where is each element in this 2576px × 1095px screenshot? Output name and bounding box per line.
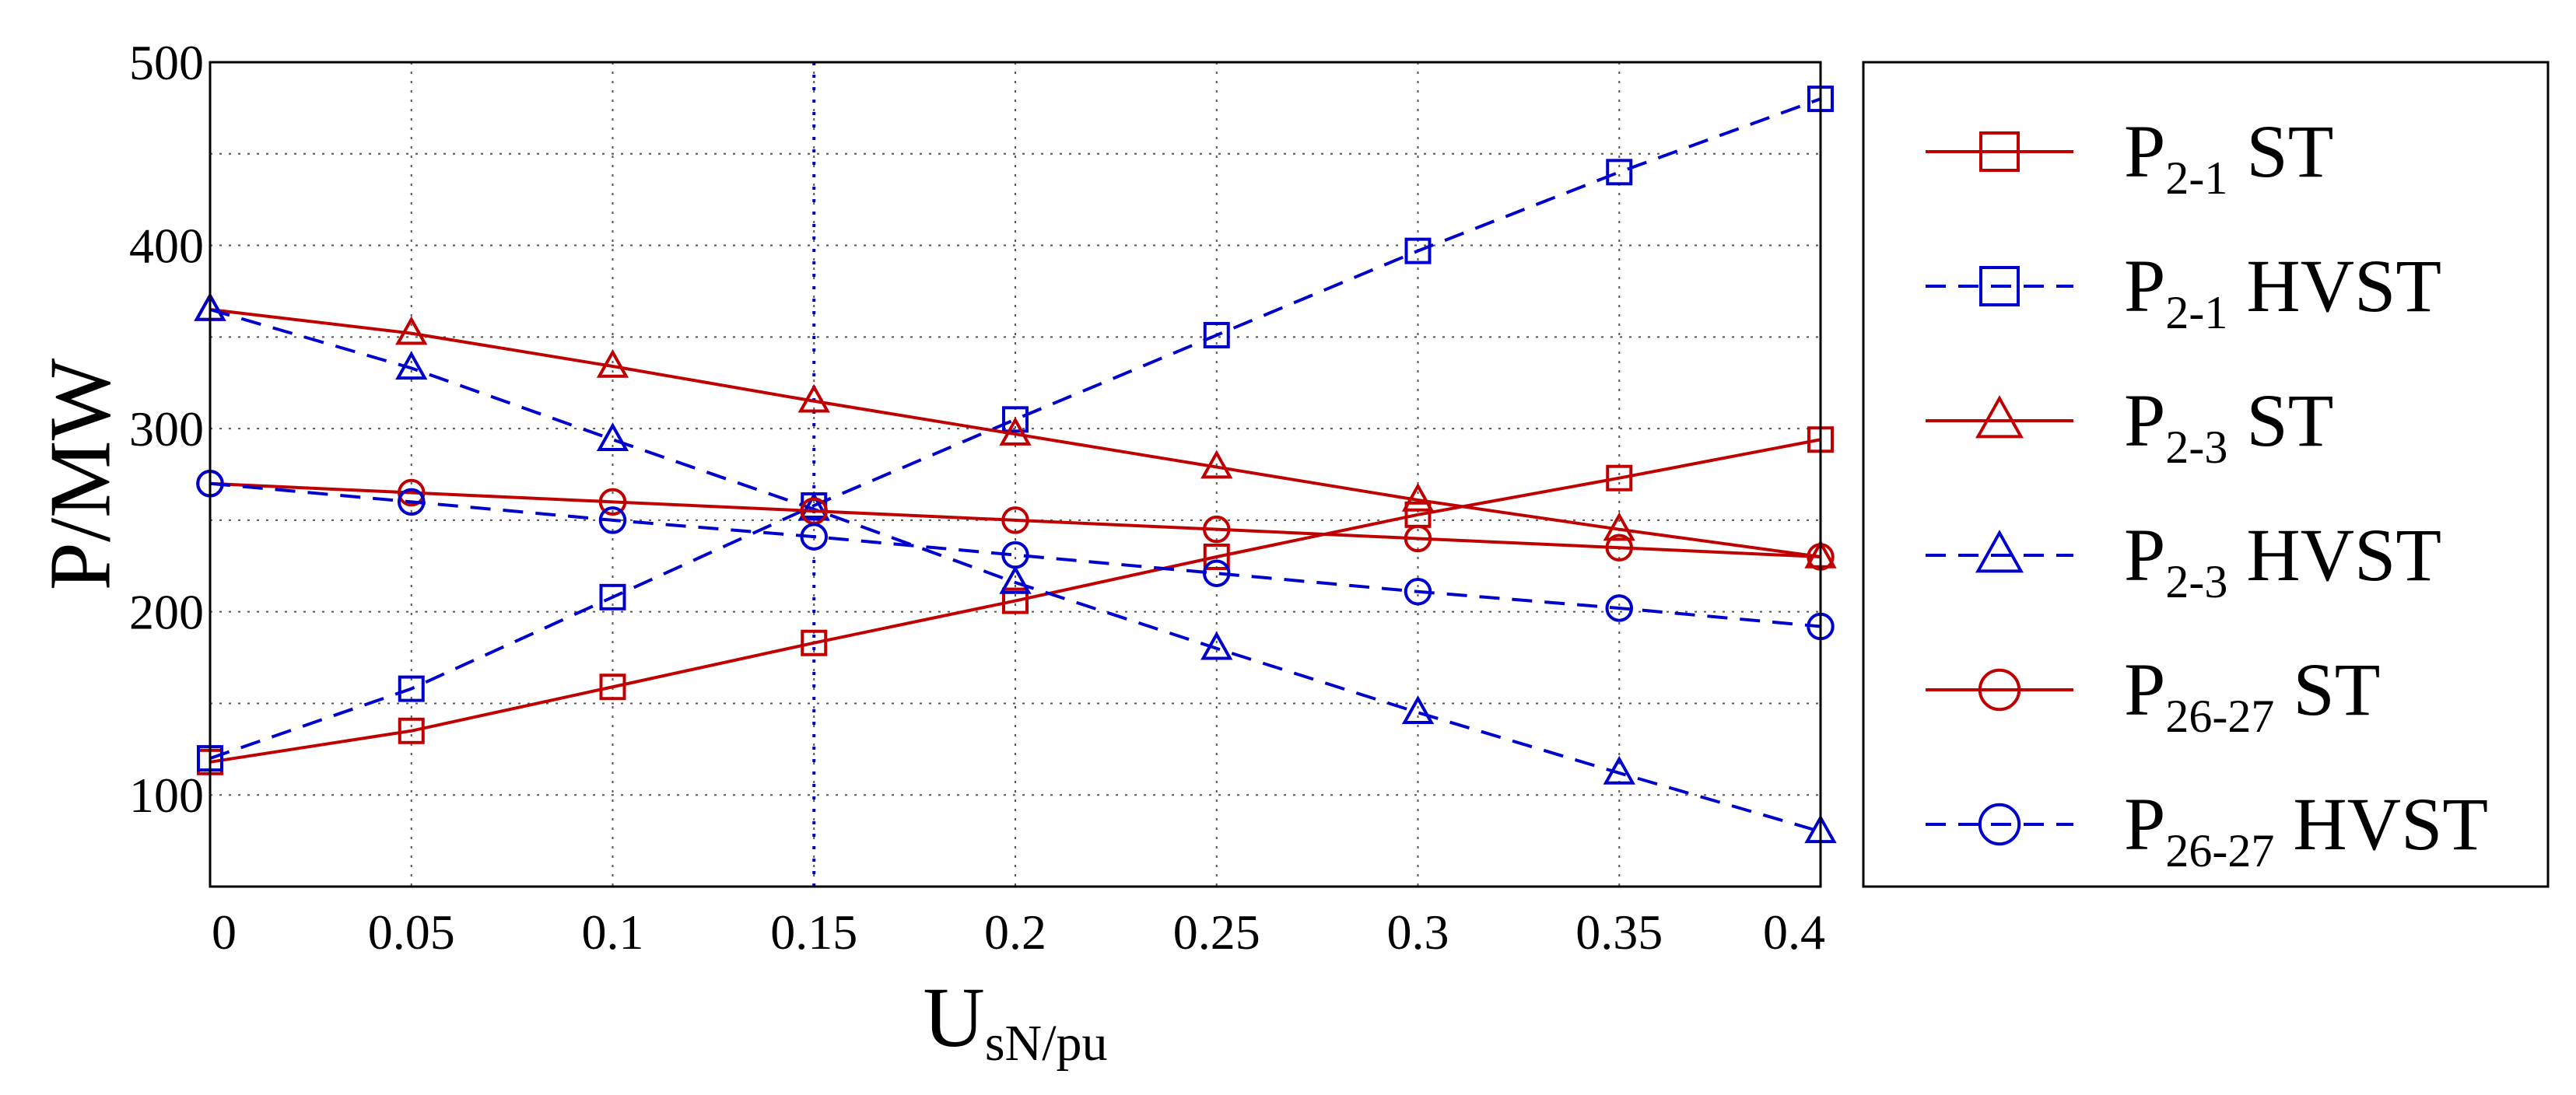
legend-label: P26-27 ST bbox=[2124, 648, 2380, 742]
legend-entry: P2-3 HVST bbox=[1926, 513, 2441, 607]
data-point bbox=[1404, 524, 1432, 553]
data-point bbox=[1203, 321, 1230, 348]
x-tick-label: 0.2 bbox=[984, 904, 1046, 960]
legend-marker bbox=[1975, 395, 2024, 439]
data-point bbox=[1002, 406, 1029, 433]
y-tick-label: 300 bbox=[129, 401, 204, 457]
legend-marker bbox=[1978, 668, 2021, 712]
data-point bbox=[598, 506, 627, 534]
legend-box bbox=[1862, 61, 2550, 888]
series-p26-27-hvst bbox=[196, 470, 1835, 641]
x-tick-label: 0 bbox=[212, 904, 237, 960]
data-point bbox=[1606, 464, 1633, 492]
data-point bbox=[1401, 695, 1435, 724]
series-line bbox=[209, 438, 1821, 764]
x-tick-label: 0.4 bbox=[1763, 904, 1825, 960]
legend-label: P2-1 HVST bbox=[2124, 244, 2441, 338]
legend-label: P26-27 HVST bbox=[2124, 782, 2488, 876]
data-point bbox=[395, 316, 428, 345]
data-point bbox=[1001, 541, 1029, 569]
x-axis-label-sub: sN/pu bbox=[985, 1015, 1108, 1072]
legend-marker bbox=[1979, 266, 2020, 306]
data-point bbox=[1200, 450, 1233, 479]
tick-labels: 100 200 300 400 500 0 0.05 0.1 0.15 0.2 0.25 0.3 0.3… bbox=[129, 35, 1825, 960]
data-point bbox=[797, 383, 830, 413]
data-point bbox=[800, 523, 828, 551]
data-point bbox=[1203, 559, 1231, 587]
legend-entry: P2-1 HVST bbox=[1926, 244, 2441, 338]
legend-entry: P2-3 ST bbox=[1926, 379, 2333, 473]
data-point bbox=[398, 675, 425, 702]
data-point bbox=[1605, 594, 1633, 622]
legend-label: P2-3 HVST bbox=[2124, 513, 2441, 607]
y-tick-label: 500 bbox=[129, 35, 204, 90]
data-point bbox=[999, 565, 1032, 594]
data-point bbox=[797, 492, 830, 521]
data-point bbox=[398, 488, 426, 516]
data-point bbox=[1404, 237, 1432, 264]
series-group bbox=[194, 86, 1837, 844]
data-point bbox=[395, 351, 428, 380]
data-point bbox=[1203, 544, 1230, 570]
data-point bbox=[1603, 755, 1635, 785]
series-line bbox=[209, 97, 1821, 761]
legend-marker bbox=[1975, 530, 2024, 573]
data-point bbox=[398, 478, 426, 507]
data-point bbox=[1002, 587, 1029, 614]
legend-label: P2-3 ST bbox=[2124, 379, 2333, 473]
data-point bbox=[1605, 534, 1633, 561]
data-point bbox=[599, 673, 626, 701]
legend: P2-1 ST P2-1 HVST P2-3 ST P2-3 HVST P26-27 S… bbox=[1862, 61, 2550, 888]
data-point bbox=[1606, 159, 1633, 186]
data-point bbox=[1001, 506, 1029, 534]
legend-entry: P2-1 ST bbox=[1926, 110, 2333, 204]
x-tick-label: 0.35 bbox=[1575, 904, 1663, 960]
x-axis-label-main: U bbox=[923, 970, 984, 1065]
legend-marker bbox=[1978, 803, 2021, 846]
data-point bbox=[1401, 482, 1435, 512]
plot-frame bbox=[209, 61, 1822, 888]
series-line bbox=[209, 481, 1821, 558]
series-line bbox=[209, 308, 1821, 558]
series-line bbox=[209, 481, 1821, 628]
data-point bbox=[599, 583, 626, 610]
data-point bbox=[598, 488, 627, 516]
y-tick-label: 100 bbox=[129, 768, 204, 823]
data-point bbox=[1200, 631, 1233, 660]
data-point bbox=[1203, 515, 1231, 544]
data-point bbox=[398, 717, 425, 744]
data-point bbox=[1404, 578, 1432, 606]
data-point bbox=[999, 417, 1032, 446]
x-tick-label: 0.3 bbox=[1387, 904, 1449, 960]
y-axis-label: P/MW bbox=[33, 358, 129, 590]
x-axis-label: UsN/pu bbox=[923, 970, 1107, 1072]
data-point bbox=[1603, 512, 1635, 541]
x-tick-label: 0.1 bbox=[582, 904, 644, 960]
data-point bbox=[596, 348, 629, 378]
data-point bbox=[801, 629, 828, 656]
series-line bbox=[209, 308, 1821, 834]
legend-marker bbox=[1979, 131, 2020, 172]
legend-entry: P26-27 ST bbox=[1926, 648, 2380, 742]
y-tick-label: 400 bbox=[129, 219, 204, 274]
y-tick-label: 200 bbox=[129, 585, 204, 640]
legend-label: P2-1 ST bbox=[2124, 110, 2333, 204]
x-tick-label: 0.15 bbox=[770, 904, 857, 960]
legend-entry: P26-27 HVST bbox=[1926, 782, 2488, 876]
series-p2-3-st bbox=[194, 292, 1837, 568]
data-point bbox=[596, 422, 629, 451]
x-tick-label: 0.25 bbox=[1173, 904, 1260, 960]
x-tick-label: 0.05 bbox=[368, 904, 455, 960]
